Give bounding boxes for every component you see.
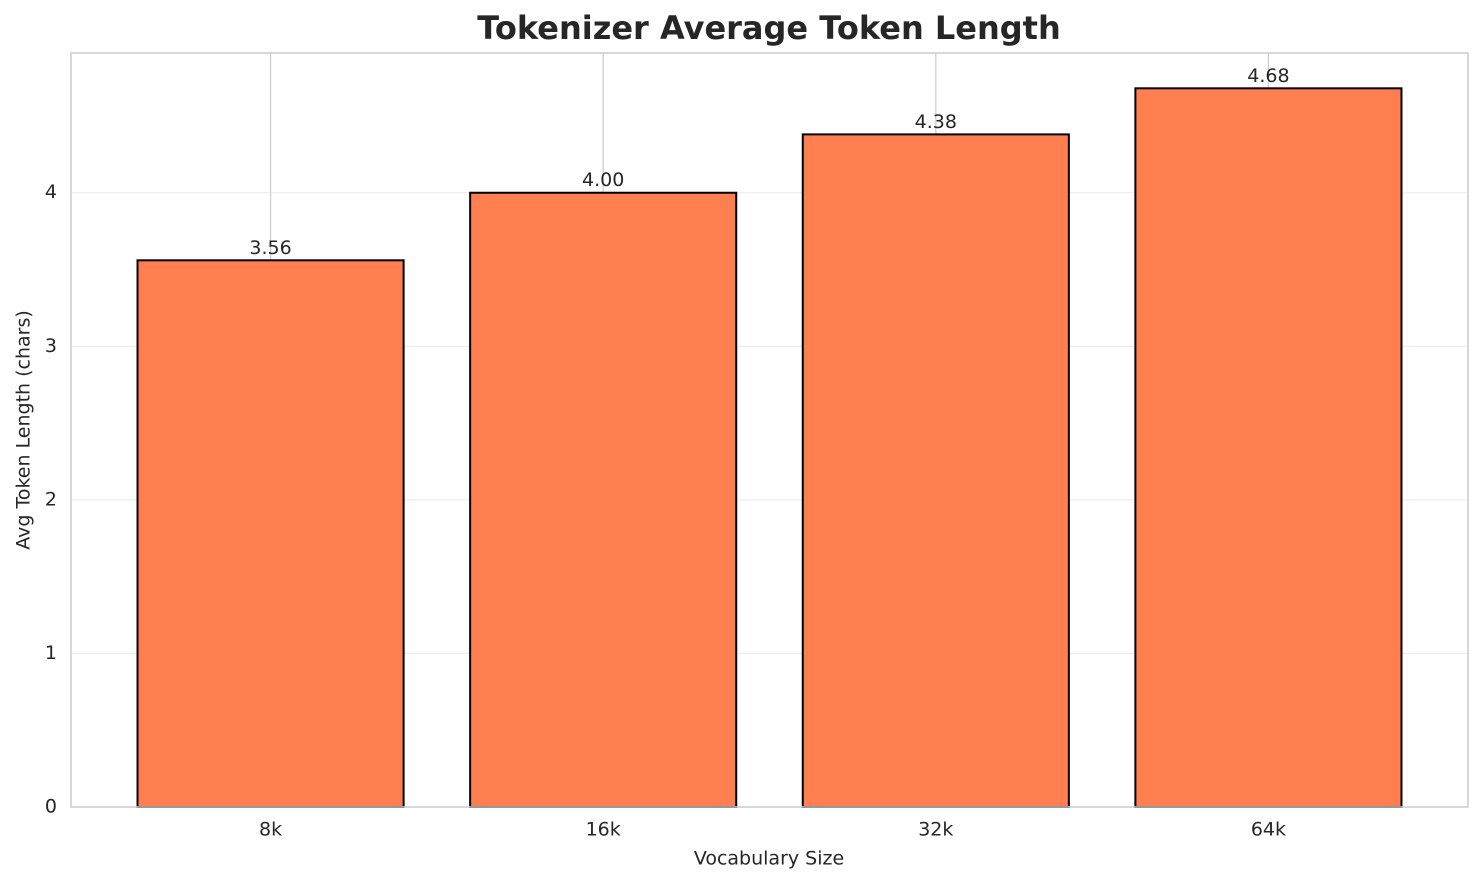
bar — [1134, 87, 1403, 808]
x-tick-label: 16k — [586, 819, 621, 841]
y-tick-label: 0 — [45, 796, 57, 818]
bar — [469, 191, 738, 808]
x-axis-label: Vocabulary Size — [694, 848, 844, 870]
x-tick-label: 64k — [1251, 819, 1286, 841]
bar — [801, 133, 1070, 809]
chart-title: Tokenizer Average Token Length — [477, 9, 1060, 47]
bar — [136, 259, 405, 809]
value-label: 3.56 — [249, 237, 291, 259]
y-tick-label: 3 — [45, 335, 57, 357]
x-tick-label: 8k — [259, 819, 282, 841]
y-tick-label: 2 — [45, 488, 57, 510]
value-label: 4.68 — [1247, 65, 1289, 87]
y-axis-label: Avg Token Length (chars) — [13, 310, 35, 550]
plot-frame — [70, 52, 1469, 808]
value-label: 4.00 — [582, 169, 624, 191]
x-tick-label: 32k — [918, 819, 953, 841]
value-label: 4.38 — [915, 111, 957, 133]
y-tick-label: 4 — [45, 181, 57, 203]
y-tick-label: 1 — [45, 642, 57, 664]
